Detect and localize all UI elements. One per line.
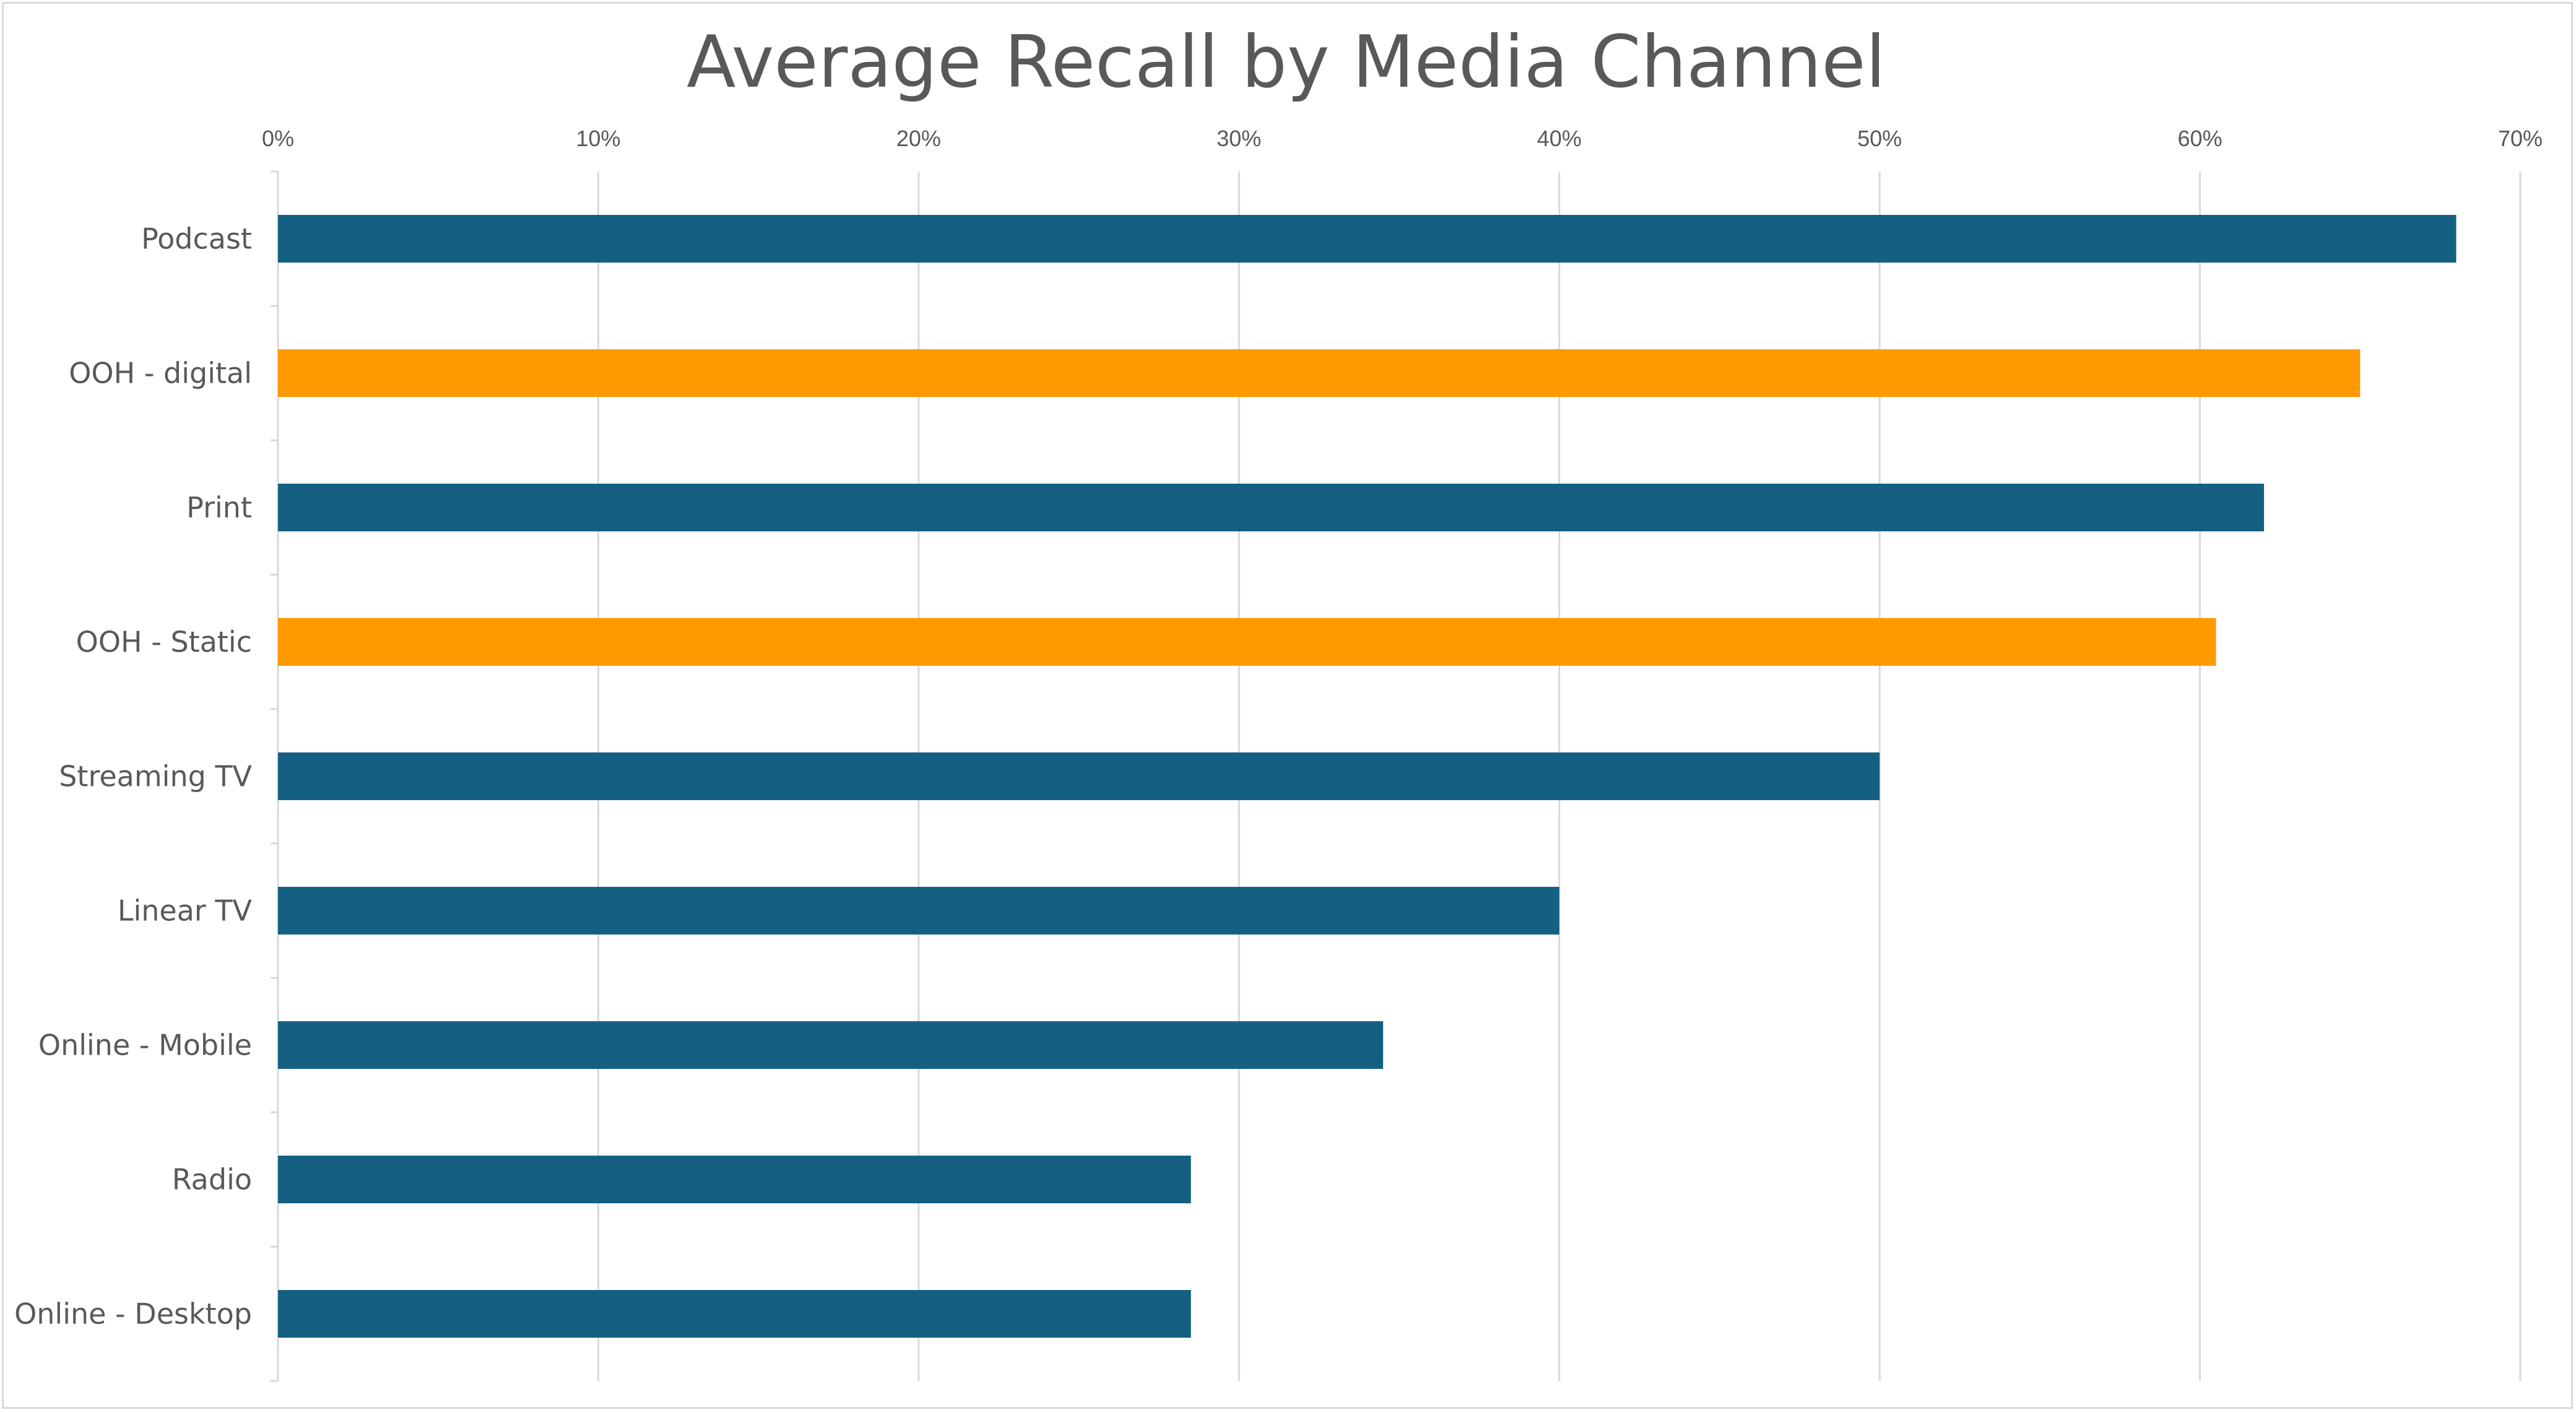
bar-ooh-static	[278, 618, 2216, 666]
category-labels: Podcast OOH - digital Print OOH - Static Str…	[14, 222, 252, 1331]
x-tick-label: 70%	[2498, 126, 2543, 151]
x-tick-label: 30%	[1216, 126, 1261, 151]
x-tick-label: 20%	[896, 126, 941, 151]
bars	[278, 215, 2457, 1338]
x-tick-label: 10%	[576, 126, 620, 151]
chart-title: Average Recall by Media Channel	[687, 20, 1886, 104]
bar-print	[278, 484, 2265, 531]
bar-ooh-digital	[278, 349, 2361, 397]
category-axis	[271, 170, 279, 1382]
category-label: Online - Desktop	[14, 1297, 252, 1331]
bar-linear-tv	[278, 887, 1559, 935]
x-tick-label: 40%	[1537, 126, 1582, 151]
bar-podcast	[278, 215, 2457, 263]
category-label: Podcast	[141, 222, 252, 256]
category-label: Linear TV	[118, 894, 253, 928]
category-label: OOH - digital	[69, 357, 252, 390]
bar-radio	[278, 1156, 1191, 1203]
category-label: Online - Mobile	[38, 1029, 252, 1062]
x-tick-label: 0%	[262, 126, 294, 151]
category-label: Radio	[172, 1163, 252, 1196]
x-tick-label: 50%	[1857, 126, 1902, 151]
x-tick-label: 60%	[2178, 126, 2223, 151]
category-label: Streaming TV	[59, 760, 252, 793]
bar-online-mobile	[278, 1021, 1384, 1069]
bar-online-desktop	[278, 1290, 1191, 1338]
category-label: OOH - Static	[76, 625, 252, 659]
x-tick-labels: 0% 10% 20% 30% 40% 50% 60% 70%	[262, 126, 2543, 151]
category-label: Print	[186, 491, 252, 525]
bar-streaming-tv	[278, 752, 1880, 800]
